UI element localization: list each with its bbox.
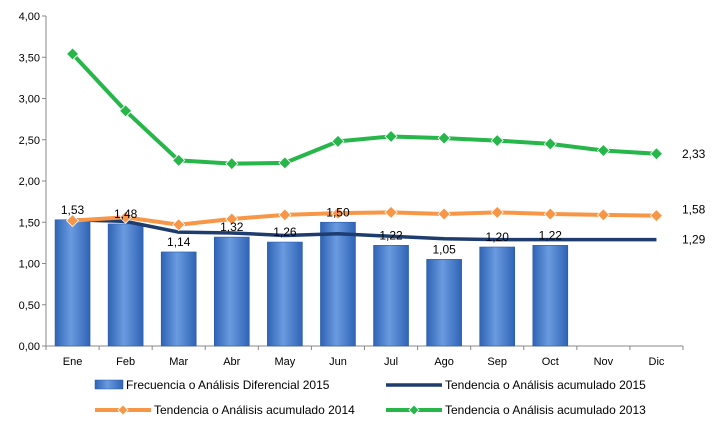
y-tick-label: 1,00 xyxy=(19,259,40,271)
series-marker xyxy=(172,218,186,232)
series-marker xyxy=(596,208,610,222)
legend-label: Tendencia o Análisis acumulado 2013 xyxy=(445,403,646,417)
series-marker xyxy=(331,206,345,220)
bar xyxy=(213,236,250,347)
series-line xyxy=(71,52,657,166)
bar-data-label: 1,14 xyxy=(167,235,191,249)
series-marker xyxy=(543,207,557,221)
y-tick-label: 4,00 xyxy=(19,11,40,23)
bar xyxy=(532,245,569,347)
bar-data-label: 1,53 xyxy=(61,203,85,217)
bar xyxy=(267,241,303,347)
y-tick-label: 2,00 xyxy=(19,176,40,188)
legend-label: Frecuencia o Análisis Diferencial 2015 xyxy=(126,378,330,392)
lines xyxy=(65,47,664,242)
bar-data-label: 1,05 xyxy=(432,242,456,256)
series-marker xyxy=(119,104,133,118)
bars xyxy=(54,219,569,347)
bar xyxy=(107,223,144,347)
y-tick-label: 3,50 xyxy=(19,52,40,64)
series-marker xyxy=(596,143,610,158)
y-tick-label: 1,50 xyxy=(19,217,40,229)
series-marker xyxy=(225,212,239,226)
series-marker xyxy=(649,147,664,161)
x-tick-label: Dic xyxy=(649,356,665,368)
x-tick-label: Mar xyxy=(169,356,188,368)
bar-data-label: 1,20 xyxy=(486,230,510,244)
series-line xyxy=(72,210,657,227)
x-tick-label: Jul xyxy=(384,356,398,368)
series-marker xyxy=(384,129,398,144)
series-marker xyxy=(278,208,292,222)
bar-data-label: 1,32 xyxy=(220,220,244,234)
x-tick-label: Jun xyxy=(329,356,347,368)
series-end-label: 2,33 xyxy=(682,147,706,161)
legend-label: Tendencia o Análisis acumulado 2014 xyxy=(154,403,355,417)
bar xyxy=(373,245,409,347)
series-marker xyxy=(331,134,345,148)
legend: Frecuencia o Análisis Diferencial 2015 Te… xyxy=(94,378,646,417)
legend-label: Tendencia o Análisis acumulado 2015 xyxy=(445,378,646,392)
x-tick-label: Ene xyxy=(63,356,83,368)
series-marker xyxy=(65,47,80,61)
series-marker xyxy=(543,137,557,151)
series-end-label: 1,29 xyxy=(682,233,706,247)
x-tick-label: Sep xyxy=(487,356,507,368)
series-marker xyxy=(172,153,186,167)
bar xyxy=(479,246,516,347)
x-tick-label: May xyxy=(274,356,295,368)
series-marker xyxy=(119,210,133,224)
x-tick-label: Nov xyxy=(594,356,614,368)
bar-data-label: 1,26 xyxy=(273,225,297,239)
x-tick-label: Abr xyxy=(223,356,240,368)
series-marker xyxy=(225,157,239,171)
series-marker xyxy=(65,214,80,228)
legend-marker xyxy=(117,404,129,416)
series-marker xyxy=(649,209,664,223)
bar xyxy=(426,259,462,347)
y-tick-label: 2,50 xyxy=(19,135,40,147)
series-marker xyxy=(437,131,451,145)
bar-data-label: 1,48 xyxy=(114,207,138,221)
series-marker xyxy=(490,134,504,148)
x-tick-label: Oct xyxy=(542,356,559,368)
y-tick-label: 3,00 xyxy=(19,94,40,106)
x-tick-label: Ago xyxy=(434,356,454,368)
x-tick-label: Feb xyxy=(116,356,135,368)
y-tick-label: 0,00 xyxy=(19,341,40,353)
series-line xyxy=(72,218,657,242)
series-marker xyxy=(490,205,504,219)
bar xyxy=(54,219,91,347)
data-labels: 1,53 1,48 1,14 1,32 1,26 1,50 1,22 1,05 1,20 1,22… xyxy=(61,147,706,257)
legend-marker xyxy=(408,404,420,416)
bar-data-label: 1,50 xyxy=(326,205,350,219)
y-tick-label: 0,50 xyxy=(19,300,40,312)
series-end-label: 1,58 xyxy=(682,203,706,217)
bar xyxy=(160,251,197,347)
series-marker xyxy=(278,156,292,170)
bar xyxy=(320,221,356,347)
legend-swatch xyxy=(94,379,124,390)
axes: 0,00 0,50 1,00 1,50 2,00 2,50 3,00 3,50 4,00 Ene F… xyxy=(19,11,684,368)
series-marker xyxy=(437,207,451,221)
series-marker xyxy=(384,205,398,219)
bar-data-label: 1,22 xyxy=(539,228,563,242)
bar-data-label: 1,22 xyxy=(379,228,403,242)
